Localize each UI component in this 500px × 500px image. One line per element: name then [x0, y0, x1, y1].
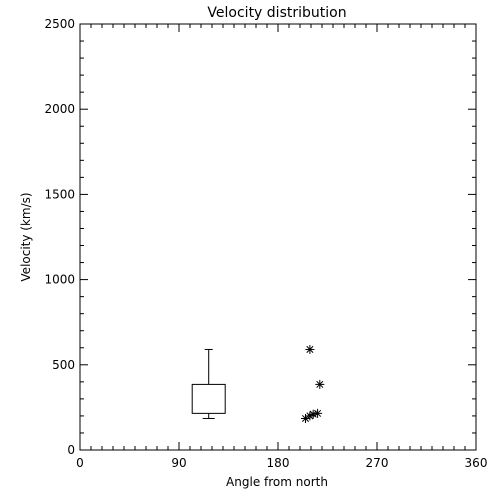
y-tick-label: 2500 — [44, 17, 75, 31]
y-tick-label: 0 — [67, 443, 75, 457]
x-tick-label: 0 — [76, 456, 84, 470]
plot-frame — [79, 23, 477, 451]
axes-layer: 0 90 180 270 360 0 500 1000 1500 2000 2500 — [44, 17, 487, 470]
x-tick-label: 270 — [366, 456, 389, 470]
chart-title: Velocity distribution — [207, 5, 346, 21]
y-tick-label: 1000 — [44, 273, 75, 287]
x-tick-label: 180 — [267, 456, 290, 470]
y-tick-label: 2000 — [44, 102, 75, 116]
y-tick-label: 500 — [52, 358, 75, 372]
scatter-point — [305, 344, 315, 354]
y-axis-label: Velocity (km/s) — [19, 192, 33, 281]
x-tick-label: 360 — [465, 456, 488, 470]
marks-layer — [191, 344, 325, 423]
x-axis-label: Angle from north — [226, 475, 328, 489]
x-tick-label: 90 — [171, 456, 186, 470]
scatter-point — [315, 379, 325, 389]
y-tick-label: 1500 — [44, 187, 75, 201]
scatter-point — [313, 408, 323, 418]
box-plot-body — [191, 383, 226, 414]
